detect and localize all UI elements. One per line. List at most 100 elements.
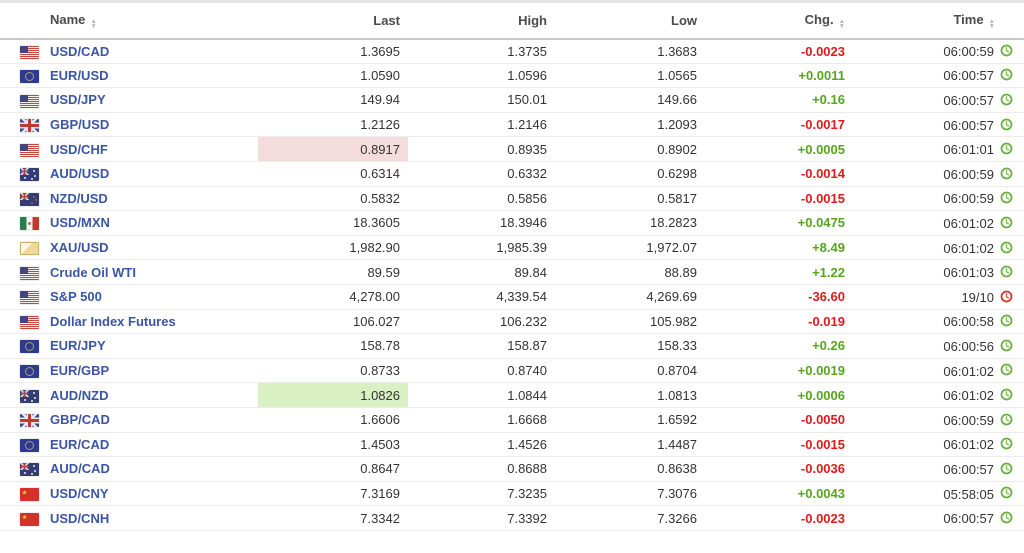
table-row: GBP/USD 1.2126 1.2146 1.2093 -0.0017 06:… (0, 112, 1024, 138)
time-value: 19/10 (961, 289, 994, 305)
change-cell: -0.0015 (705, 432, 857, 458)
low-cell: 0.5817 (555, 186, 705, 212)
name-cell: USD/JPY (0, 87, 258, 113)
high-cell: 0.8740 (408, 358, 555, 384)
instrument-link[interactable]: Crude Oil WTI (50, 264, 136, 280)
time-value: 06:00:59 (943, 44, 994, 60)
table-row: AUD/NZD 1.0826 1.0844 1.0813 +0.0006 06:… (0, 382, 1024, 408)
low-cell: 149.66 (555, 87, 705, 113)
change-cell: +0.16 (705, 87, 857, 113)
change-cell: +1.22 (705, 259, 857, 285)
last-cell: 149.94 (258, 87, 408, 113)
instrument-link[interactable]: Dollar Index Futures (50, 313, 176, 329)
sort-icon: ▲ ▼ (838, 17, 845, 30)
table-row: USD/JPY 149.94 150.01 149.66 +0.16 06:00… (0, 87, 1024, 113)
low-cell: 7.3076 (555, 481, 705, 507)
time-cell: 06:00:57 (857, 63, 1024, 89)
last-cell: 4,278.00 (258, 284, 408, 310)
last-cell: 18.3605 (258, 210, 408, 236)
instrument-link[interactable]: AUD/NZD (50, 387, 109, 403)
instrument-link[interactable]: USD/CAD (50, 43, 110, 59)
high-cell: 18.3946 (408, 210, 555, 236)
name-cell: EUR/GBP (0, 358, 258, 384)
low-cell: 7.3266 (555, 505, 705, 531)
instrument-link[interactable]: USD/CNY (50, 485, 109, 501)
name-cell: EUR/CAD (0, 432, 258, 458)
low-cell: 0.6298 (555, 161, 705, 187)
last-cell: 1.0826 (258, 382, 408, 408)
time-value: 06:01:02 (943, 437, 994, 453)
time-cell: 06:01:02 (857, 382, 1024, 408)
instrument-link[interactable]: USD/JPY (50, 92, 106, 108)
instrument-link[interactable]: EUR/GBP (50, 362, 110, 378)
column-header-high[interactable]: High (408, 1, 555, 40)
forex-quotes-table: Name ▲ ▼ Last High Low Chg. ▲ ▼ Time ▲ ▼ USD/C… (0, 0, 1024, 531)
change-cell: +0.0019 (705, 358, 857, 384)
last-cell: 1.2126 (258, 112, 408, 138)
time-cell: 06:01:03 (857, 259, 1024, 285)
column-header-time[interactable]: Time ▲ ▼ (857, 1, 1024, 40)
last-cell: 7.3342 (258, 505, 408, 531)
high-cell: 1.4526 (408, 432, 555, 458)
last-cell: 158.78 (258, 333, 408, 359)
clock-icon (1000, 314, 1013, 327)
column-header-last[interactable]: Last (258, 1, 408, 40)
high-cell: 1.2146 (408, 112, 555, 138)
high-cell: 1.3735 (408, 38, 555, 64)
change-cell: +0.0006 (705, 382, 857, 408)
name-cell: S&P 500 (0, 284, 258, 310)
last-cell: 0.6314 (258, 161, 408, 187)
time-value: 06:00:57 (943, 93, 994, 109)
instrument-link[interactable]: AUD/CAD (50, 461, 110, 477)
instrument-link[interactable]: GBP/CAD (50, 412, 110, 428)
name-cell: AUD/USD (0, 161, 258, 187)
instrument-link[interactable]: S&P 500 (50, 289, 102, 305)
table-row: AUD/USD 0.6314 0.6332 0.6298 -0.0014 06:… (0, 161, 1024, 187)
change-cell: -0.0014 (705, 161, 857, 187)
instrument-link[interactable]: USD/CHF (50, 141, 108, 157)
us-flag-icon (20, 315, 39, 329)
name-cell: GBP/CAD (0, 407, 258, 433)
clock-icon (1000, 216, 1013, 229)
table-row: AUD/CAD 0.8647 0.8688 0.8638 -0.0036 06:… (0, 456, 1024, 482)
name-cell: GBP/USD (0, 112, 258, 138)
time-cell: 06:01:02 (857, 235, 1024, 261)
low-cell: 0.8704 (555, 358, 705, 384)
clock-icon (1000, 118, 1013, 130)
instrument-link[interactable]: XAU/USD (50, 240, 109, 256)
column-header-low[interactable]: Low (555, 1, 705, 40)
instrument-link[interactable]: NZD/USD (50, 190, 108, 206)
clock-icon (1000, 44, 1013, 57)
column-header-chg[interactable]: Chg. ▲ ▼ (705, 1, 857, 40)
instrument-link[interactable]: AUD/USD (50, 166, 110, 182)
time-cell: 05:58:05 (857, 481, 1024, 507)
instrument-link[interactable]: EUR/CAD (50, 436, 110, 452)
clock-icon (1000, 241, 1013, 253)
instrument-link[interactable]: USD/CNH (50, 510, 110, 526)
instrument-link[interactable]: GBP/USD (50, 117, 110, 133)
table-row: USD/CHF 0.8917 0.8935 0.8902 +0.0005 06:… (0, 136, 1024, 162)
low-cell: 1.0565 (555, 63, 705, 89)
time-value: 06:00:57 (943, 511, 994, 527)
instrument-link[interactable]: EUR/JPY (50, 338, 106, 354)
instrument-link[interactable]: USD/MXN (50, 215, 110, 231)
column-header-name[interactable]: Name ▲ ▼ (0, 1, 258, 40)
clock-icon (1000, 191, 1013, 204)
table-header: Name ▲ ▼ Last High Low Chg. ▲ ▼ Time ▲ ▼ (0, 1, 1024, 40)
instrument-link[interactable]: EUR/USD (50, 67, 109, 83)
change-cell: -0.019 (705, 309, 857, 335)
time-value: 06:00:59 (943, 166, 994, 182)
high-cell: 7.3392 (408, 505, 555, 531)
name-cell: NZD/USD (0, 186, 258, 212)
time-cell: 06:00:59 (857, 186, 1024, 212)
low-cell: 105.982 (555, 309, 705, 335)
last-cell: 7.3169 (258, 481, 408, 507)
column-label: Low (671, 12, 697, 28)
name-cell: Dollar Index Futures (0, 309, 258, 335)
us-flag-icon (20, 143, 39, 157)
eu-flag-icon (20, 69, 39, 83)
high-cell: 150.01 (408, 87, 555, 113)
low-cell: 18.2823 (555, 210, 705, 236)
time-cell: 06:00:59 (857, 161, 1024, 187)
table-row: EUR/JPY 158.78 158.87 158.33 +0.26 06:00… (0, 333, 1024, 359)
